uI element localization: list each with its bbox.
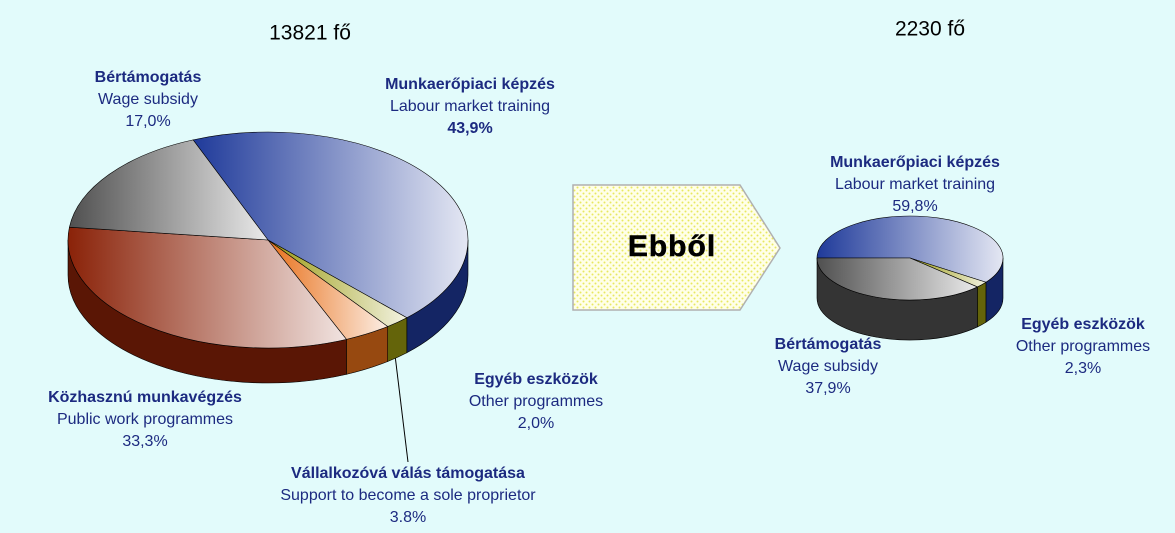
pie-slice — [67, 226, 347, 349]
slice-label: Egyéb eszközök — [1021, 316, 1145, 333]
slice-label-en: Labour market training — [835, 176, 995, 193]
value-label: 37,9% — [805, 380, 850, 397]
value-label: 2,3% — [1065, 360, 1101, 377]
slice-label: Vállalkozóvá válás támogatása — [291, 465, 525, 482]
pie-slice — [816, 215, 1004, 283]
pie-tops — [816, 215, 1004, 301]
chart-title: 13821 fő — [269, 22, 351, 45]
slice-label: Bértámogatás — [95, 69, 202, 86]
slice-label-en: Labour market training — [390, 98, 550, 115]
slice-label-en: Wage subsidy — [98, 91, 198, 108]
pie-side-shade — [985, 258, 1003, 323]
pie-side-shade — [346, 326, 388, 375]
value-label: 3.8% — [390, 509, 426, 526]
value-label: 43,9% — [447, 120, 492, 137]
arrow — [572, 184, 781, 311]
slice-label-en: Other programmes — [469, 393, 603, 410]
slice-label-en: Wage subsidy — [778, 358, 878, 375]
pie-sides — [816, 257, 1004, 341]
pie-side-shade — [817, 258, 978, 340]
pie-side-shade — [387, 317, 407, 362]
annotation: Ebből — [628, 230, 716, 263]
value-label: 59,8% — [892, 198, 937, 215]
slice-label-en: Other programmes — [1016, 338, 1150, 355]
chart-title: 2230 fő — [895, 18, 965, 41]
value-label: 17,0% — [125, 113, 170, 130]
slice-label: Munkaerőpiaci képzés — [385, 76, 555, 93]
pie-slice — [192, 131, 469, 319]
pie-slice — [816, 257, 979, 301]
slice-label-en: Support to become a sole proprietor — [280, 487, 536, 504]
slice-label-en: Public work programmes — [57, 411, 233, 428]
value-label: 2,0% — [518, 415, 554, 432]
value-label: 33,3% — [122, 433, 167, 450]
leader-line — [394, 354, 409, 463]
slice-label: Bértámogatás — [775, 336, 882, 353]
pie-side-shade — [977, 282, 986, 327]
slice-label: Közhasznú munkavégzés — [48, 389, 242, 406]
pie-side-shade — [406, 240, 468, 353]
slice-label: Egyéb eszközök — [474, 371, 598, 388]
pie-tops — [67, 131, 469, 349]
pie-side-shade — [68, 240, 347, 383]
slice-label: Munkaerőpiaci képzés — [830, 154, 1000, 171]
pie-slice — [69, 139, 269, 241]
